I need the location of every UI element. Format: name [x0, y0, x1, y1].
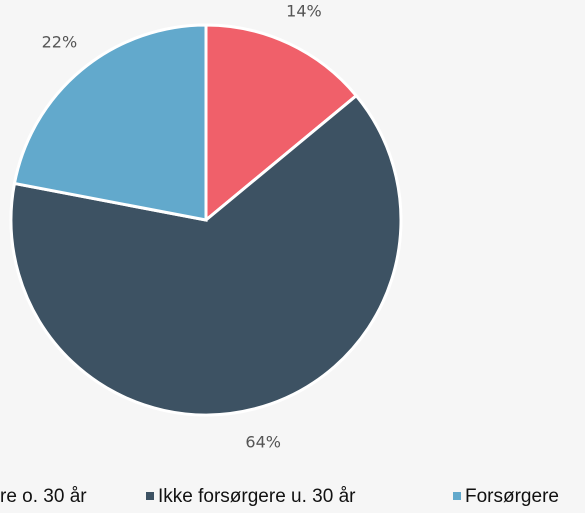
- data-label: 14%: [286, 1, 322, 20]
- data-label: 64%: [245, 432, 281, 451]
- pie-slice: [9, 93, 403, 417]
- legend-marker: [146, 492, 154, 500]
- pie-slice: [12, 23, 208, 222]
- legend-label: re o. 30 år: [0, 486, 87, 507]
- legend-label: Forsørgere: [465, 486, 559, 507]
- data-label: 22%: [42, 32, 78, 51]
- legend-label: Ikke forsørgere u. 30 år: [158, 486, 356, 507]
- legend-marker: [453, 492, 461, 500]
- pie-slice: [204, 23, 359, 224]
